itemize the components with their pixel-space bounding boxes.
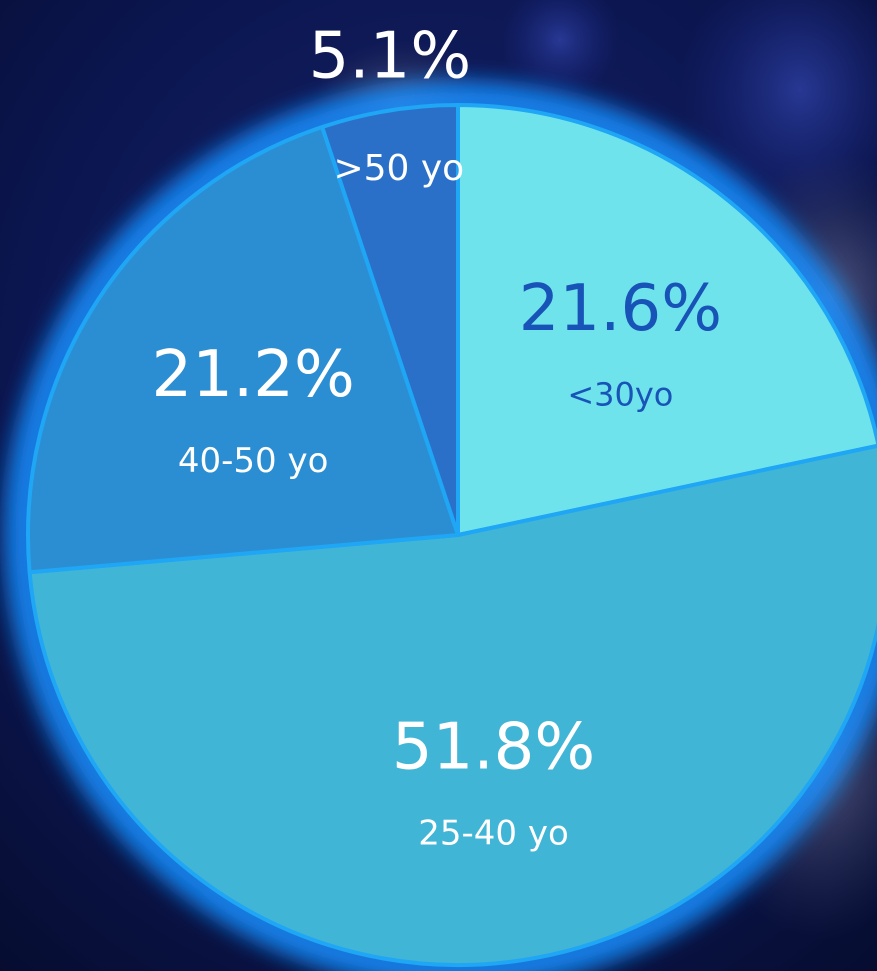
pie-slice	[27, 443, 877, 967]
pie-glow	[13, 90, 877, 971]
slice-category-label: 40-50 yo	[178, 441, 329, 481]
slice-category-label: >50 yo	[333, 148, 464, 189]
slice-value-label: 21.6%	[519, 272, 722, 346]
slice-value-label: 51.8%	[392, 711, 595, 785]
pie-slice	[456, 103, 877, 537]
slice-category-label: <30yo	[567, 375, 673, 413]
slice-value-label: 21.2%	[152, 338, 355, 412]
pie-slice	[320, 103, 460, 537]
slice-category-label: 25-40 yo	[418, 814, 569, 854]
pie-slice	[26, 125, 460, 575]
slice-value-label: 5.1%	[309, 19, 472, 93]
